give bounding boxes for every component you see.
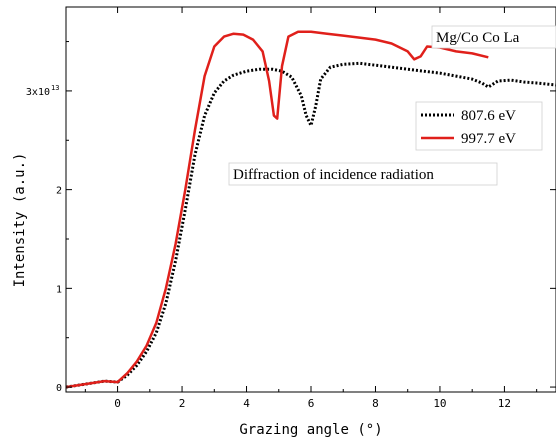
legend-box (415, 101, 543, 151)
sample-annotation-box (431, 25, 556, 49)
series-line-807 (65, 61, 556, 389)
sample-annotation: Mg/Co Co La (431, 25, 556, 49)
plot-frame (65, 6, 556, 393)
x-tick-label: 4 (243, 397, 250, 410)
note-annotation-box (228, 162, 498, 186)
y-tick-label: 1 (56, 284, 62, 295)
note-annotation-text: Diffraction of incidence radiation (233, 167, 434, 183)
sample-annotation-text: Mg/Co Co La (436, 30, 520, 46)
y-tick-label: 0 (56, 383, 62, 394)
x-tick-label: 0 (114, 397, 121, 410)
note-annotation: Diffraction of incidence radiation (228, 162, 498, 186)
legend-label-997: 997.7 eV (461, 131, 516, 147)
x-tick-label: 8 (372, 397, 379, 410)
series-line-997 (65, 30, 489, 389)
legend-label-807: 807.6 eV (461, 108, 516, 124)
y-tick-label: 3x10 (26, 87, 50, 98)
plot-area (65, 30, 556, 389)
x-tick-label: 10 (433, 397, 446, 410)
y-tick-label: 2 (56, 186, 62, 197)
legend: 807.6 eV 997.7 eV (415, 101, 543, 151)
x-tick-label: 12 (498, 397, 511, 410)
x-tick-label: 2 (179, 397, 186, 410)
y-exponent-label: 13 (51, 84, 59, 92)
x-tick-label: 6 (308, 397, 315, 410)
y-axis-title: Intensity (a.u.) (12, 153, 28, 288)
x-axis-title: Grazing angle (°) (239, 422, 382, 438)
